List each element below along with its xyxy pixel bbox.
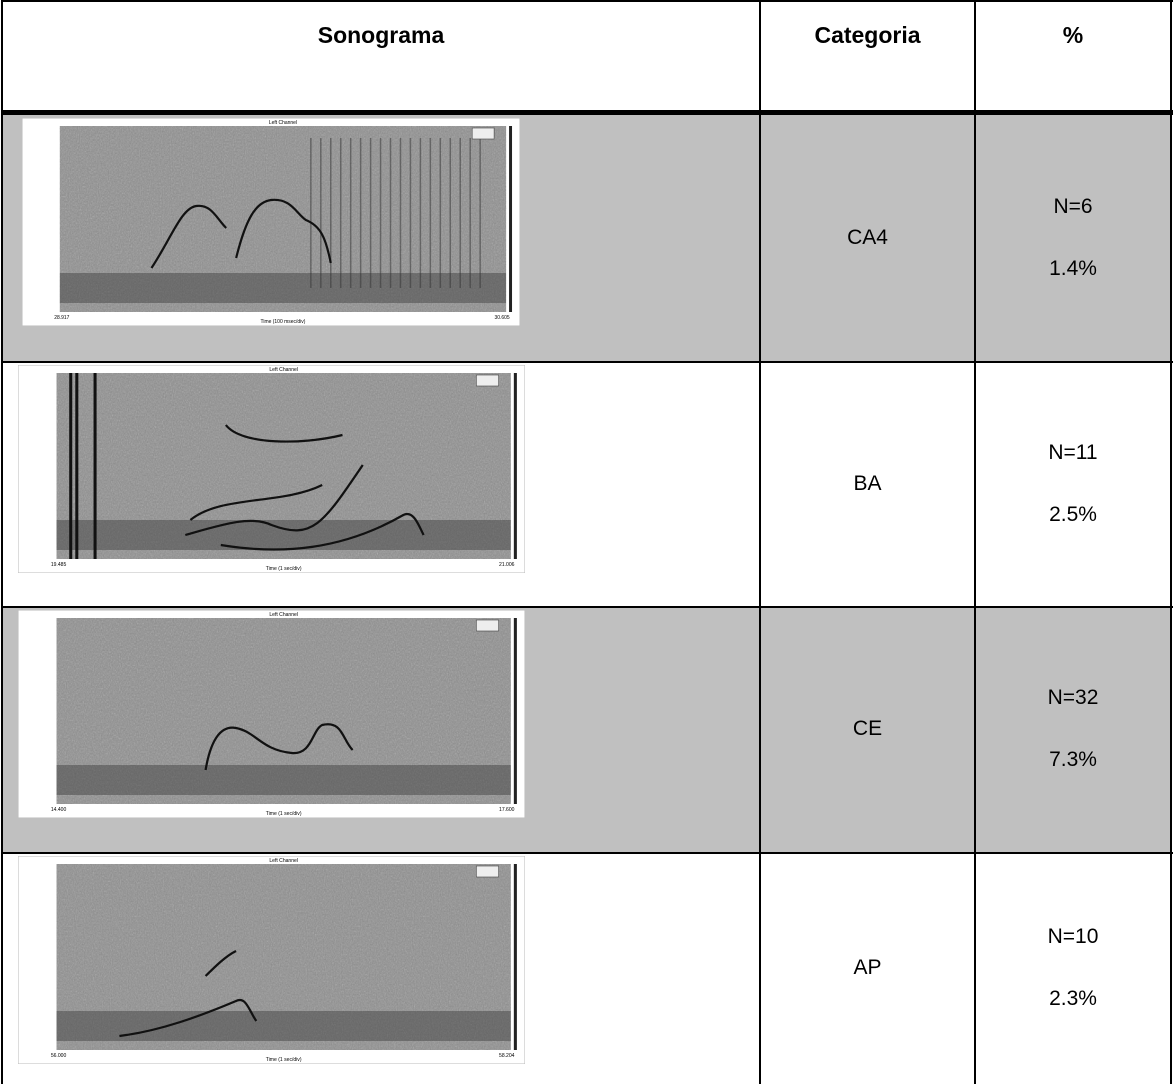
icon (472, 128, 494, 139)
percent: 2.5% (975, 503, 1171, 527)
time-start: 14.400 (51, 807, 67, 813)
icon (476, 375, 498, 386)
category-cell: CA4 (760, 115, 975, 362)
time-end: 17.600 (499, 807, 515, 813)
x-axis-label: Time (1 sec/div) (266, 811, 302, 817)
sonogram: Left Channel Time (1 sec/div) 19.485 21.006 (18, 365, 525, 573)
category: BA (760, 472, 975, 496)
sonogram-title: Left Channel (269, 120, 297, 126)
percent: 2.3% (975, 987, 1171, 1011)
percent: 1.4% (975, 257, 1171, 281)
column-border (1, 0, 3, 1084)
header-cell: Sonograma (2, 0, 760, 112)
category: CA4 (760, 226, 975, 250)
colorbar (514, 618, 517, 804)
icon (476, 866, 498, 877)
low-band (57, 520, 511, 550)
category: CE (760, 717, 975, 741)
colorbar (514, 864, 517, 1050)
x-axis-label: Time (1 sec/div) (266, 1057, 302, 1063)
time-end: 58.204 (499, 1053, 515, 1059)
count: N=11 (975, 441, 1171, 465)
percent: 7.3% (975, 748, 1171, 772)
count: N=32 (975, 686, 1171, 710)
header-cell: Categoria (760, 0, 975, 112)
icon (476, 620, 498, 631)
x-axis-label: Time (1 sec/div) (266, 566, 302, 572)
time-end: 21.006 (499, 562, 515, 568)
border-top (2, 0, 1173, 2)
x-axis-label: Time (100 msec/div) (261, 319, 306, 325)
category-cell: CE (760, 607, 975, 853)
header-cell: % (975, 0, 1171, 112)
category-cell: AP (760, 853, 975, 1084)
time-start: 19.485 (51, 562, 67, 568)
sonogram: Left Channel Time (1 sec/div) 56.000 58.204 (18, 856, 525, 1064)
time-start: 28.917 (54, 315, 69, 321)
time-end: 30.605 (494, 315, 509, 321)
percent-cell: N=6 1.4% (975, 115, 1171, 362)
sonogram-title: Left Channel (269, 612, 298, 618)
percent-cell: N=11 2.5% (975, 362, 1171, 607)
low-band (57, 1011, 511, 1041)
low-band (60, 273, 506, 303)
sonogram-title: Left Channel (269, 367, 298, 373)
count: N=10 (975, 925, 1171, 949)
sonogram-title: Left Channel (269, 858, 298, 864)
colorbar (509, 126, 512, 312)
sonogram: Left Channel Time (1 sec/div) 14.400 17.600 (18, 610, 525, 818)
sonogram: Left Channel Time (100 msec/div) 28.917 30.… (22, 118, 520, 326)
category-cell: BA (760, 362, 975, 607)
time-start: 56.000 (51, 1053, 67, 1059)
page: SonogramaCategoria% Left Channel Time (100… (0, 0, 1173, 1084)
colorbar (514, 373, 517, 559)
percent-cell: N=32 7.3% (975, 607, 1171, 853)
count: N=6 (975, 195, 1171, 219)
category: AP (760, 956, 975, 980)
percent-cell: N=10 2.3% (975, 853, 1171, 1084)
low-band (57, 765, 511, 795)
